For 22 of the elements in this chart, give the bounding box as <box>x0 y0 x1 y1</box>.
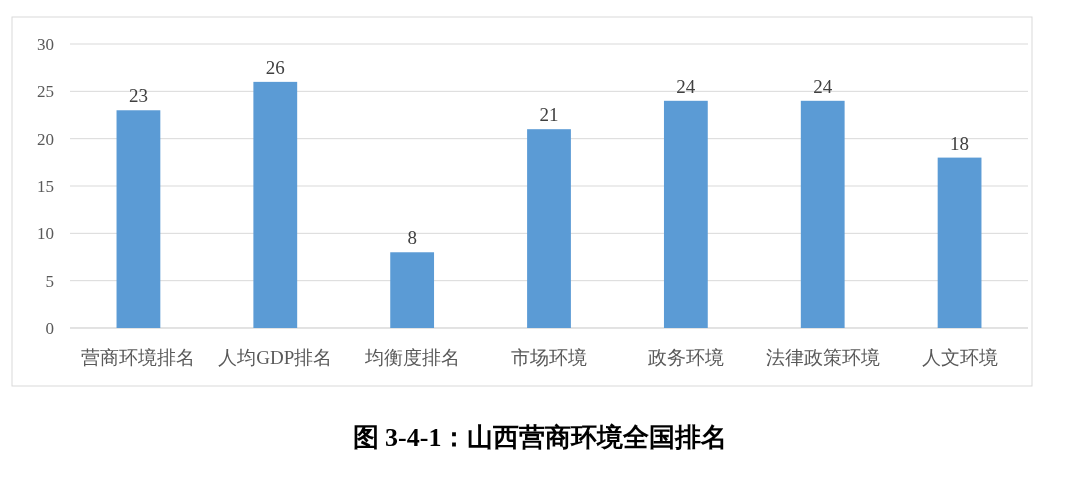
xtick: 营商环境排名 <box>81 347 196 368</box>
xtick: 人均GDP排名 <box>218 347 333 368</box>
data-label: 24 <box>813 75 833 97</box>
data-label: 8 <box>407 227 417 249</box>
data-label: 21 <box>539 104 559 126</box>
xtick: 法律政策环境 <box>765 347 880 368</box>
data-label: 23 <box>128 85 148 107</box>
ytick: 5 <box>45 271 54 291</box>
ytick: 30 <box>37 35 54 54</box>
ytick: 10 <box>37 224 54 244</box>
ytick: 0 <box>45 319 54 338</box>
xtick: 人文环境 <box>921 347 998 368</box>
data-label: 24 <box>676 75 696 97</box>
xtick: 市场环境 <box>511 347 587 368</box>
ytick: 20 <box>37 129 54 149</box>
xtick: 均衡度排名 <box>364 347 460 368</box>
data-label: 18 <box>950 132 970 154</box>
title: 图 3-4-1：山西营商环境全国排名 <box>352 423 728 452</box>
ytick: 15 <box>37 177 54 196</box>
xtick: 政务环境 <box>647 347 724 368</box>
data-label: 26 <box>265 56 285 78</box>
ytick: 25 <box>37 82 54 102</box>
